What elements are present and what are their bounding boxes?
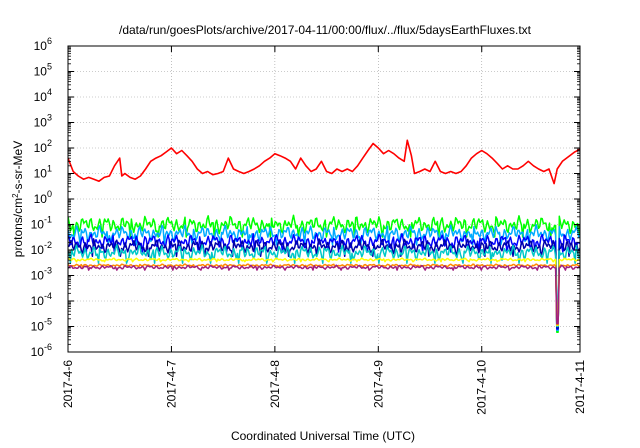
y-axis-title: protons/cm2-s-sr-MeV xyxy=(11,141,26,257)
series-line xyxy=(68,139,580,185)
y-tick-label: 10-3 xyxy=(31,266,52,283)
y-axis-title-prefix: protons/cm xyxy=(11,198,25,257)
y-tick-base: 10 xyxy=(31,243,45,257)
x-tick-label: 2017-4-8 xyxy=(268,360,282,408)
series-line xyxy=(68,214,580,333)
y-tick-label: 105 xyxy=(34,62,52,79)
series-line xyxy=(68,257,580,327)
series-line xyxy=(68,232,580,330)
x-tick-label: 2017-4-6 xyxy=(61,360,75,408)
series-line xyxy=(68,238,580,329)
y-tick-exponent: 6 xyxy=(47,36,52,46)
y-axis-ticks: 10-610-510-410-310-210-11001011021031041… xyxy=(31,36,580,359)
y-tick-exponent: -1 xyxy=(44,215,52,225)
x-axis-title: Coordinated Universal Time (UTC) xyxy=(231,429,415,443)
y-tick-base: 10 xyxy=(34,116,48,130)
y-tick-exponent: -5 xyxy=(44,317,52,327)
y-tick-exponent: -3 xyxy=(44,266,52,276)
y-tick-exponent: 3 xyxy=(47,113,52,123)
y-axis-title-suffix: -s-sr-MeV xyxy=(11,141,25,194)
y-tick-base: 10 xyxy=(34,65,48,79)
y-tick-label: 10-4 xyxy=(31,291,52,308)
x-tick-label: 2017-4-10 xyxy=(475,360,489,415)
y-tick-label: 104 xyxy=(34,87,52,104)
x-tick-label: 2017-4-9 xyxy=(371,360,385,408)
y-tick-base: 10 xyxy=(34,39,48,53)
y-tick-exponent: -4 xyxy=(44,291,52,301)
y-tick-exponent: 5 xyxy=(47,62,52,72)
y-tick-base: 10 xyxy=(34,167,48,181)
y-tick-label: 103 xyxy=(34,113,52,130)
y-tick-label: 102 xyxy=(34,138,52,155)
y-tick-base: 10 xyxy=(31,269,45,283)
y-tick-base: 10 xyxy=(34,90,48,104)
y-tick-exponent: -2 xyxy=(44,240,52,250)
y-tick-base: 10 xyxy=(34,192,48,206)
y-tick-base: 10 xyxy=(31,294,45,308)
y-tick-label: 10-5 xyxy=(31,317,52,334)
series-layer xyxy=(68,139,580,333)
y-tick-label: 10-1 xyxy=(31,215,52,232)
series-line xyxy=(68,263,580,326)
y-tick-base: 10 xyxy=(31,218,45,232)
x-axis-ticks: 2017-4-6 2017-4-7 2017-4-8 2017-4-9 2017-4-1… xyxy=(61,46,587,415)
y-tick-label: 106 xyxy=(34,36,52,53)
y-tick-label: 101 xyxy=(34,164,52,181)
series-line xyxy=(68,264,580,325)
y-tick-label: 100 xyxy=(34,189,52,206)
y-axis-title-sup: 2 xyxy=(11,193,20,198)
x-tick-label: 2017-4-7 xyxy=(164,360,178,408)
y-tick-base: 10 xyxy=(34,141,48,155)
y-tick-base: 10 xyxy=(31,345,45,359)
series-line xyxy=(68,243,580,328)
y-tick-base: 10 xyxy=(31,320,45,334)
y-tick-exponent: 2 xyxy=(47,138,52,148)
grid-lines xyxy=(68,46,580,352)
chart-title: /data/run/goesPlots/archive/2017-04-11/0… xyxy=(119,23,532,37)
y-tick-exponent: 1 xyxy=(47,164,52,174)
y-tick-label: 10-2 xyxy=(31,240,52,257)
x-tick-label: 2017-4-11 xyxy=(573,360,587,414)
series-line xyxy=(68,224,580,332)
y-tick-exponent: 0 xyxy=(47,189,52,199)
y-tick-exponent: 4 xyxy=(47,87,52,97)
y-tick-exponent: -6 xyxy=(44,342,52,352)
y-tick-label: 10-6 xyxy=(31,342,52,359)
